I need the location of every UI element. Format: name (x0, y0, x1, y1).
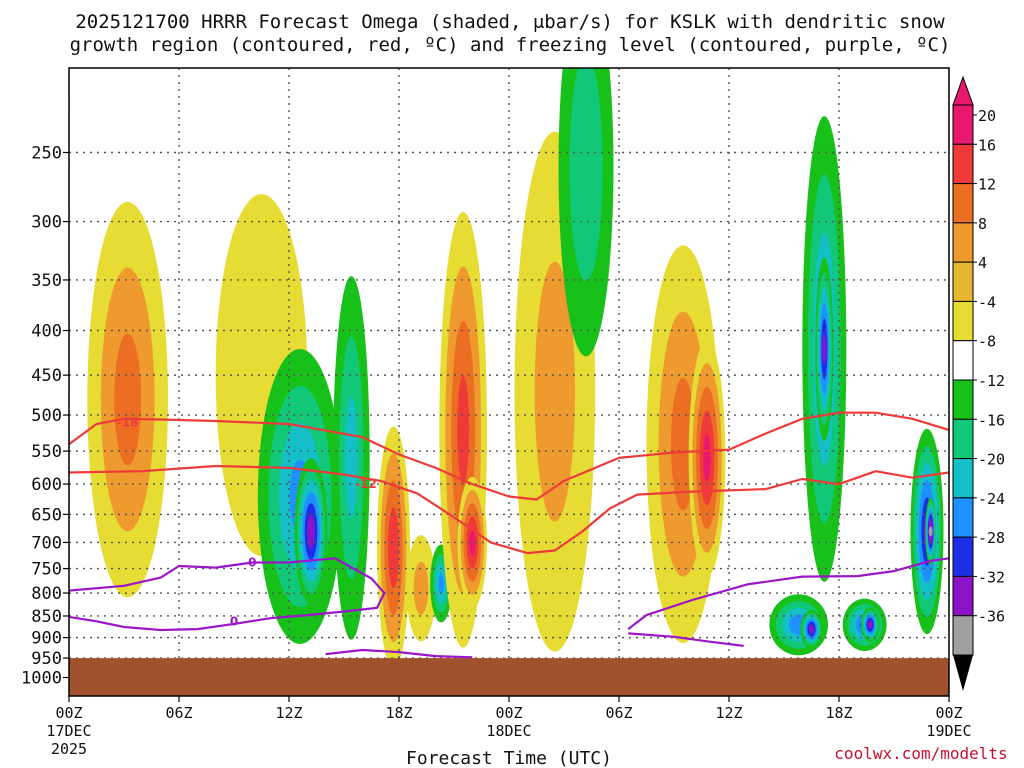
omega-cell (469, 529, 476, 556)
freezing-level-contour (69, 557, 386, 632)
y-tick-label: 850 (31, 607, 62, 627)
omega-cell (822, 333, 827, 365)
colorbar-label: -20 (978, 451, 1005, 469)
y-tick-label: 600 (31, 475, 62, 495)
colorbar-swatch (952, 300, 974, 342)
freezing-level-contour (627, 557, 949, 630)
x-tick-date: 19DEC (926, 722, 971, 740)
y-tick-label: 650 (31, 505, 62, 525)
plot-area: -18 -12 0 0 (69, 68, 949, 696)
x-tick-label: 12Z (275, 704, 302, 722)
y-tick-label: 900 (31, 629, 62, 649)
x-tick-date: 17DEC (46, 722, 91, 740)
y-tick-label: 500 (31, 406, 62, 426)
plot-background (69, 68, 949, 696)
colorbar-label: -28 (978, 529, 1005, 547)
colorbar-swatch (952, 340, 974, 381)
omega-cell (345, 397, 358, 519)
colorbar-swatch (952, 418, 974, 460)
site-credit: coolwx.com/modelts (834, 744, 1007, 763)
omega-cell (413, 561, 429, 615)
dgz-contour (69, 411, 949, 501)
dgz-contour-label: -18 (117, 416, 139, 430)
omega-shading (87, 68, 944, 670)
colorbar-swatch (952, 497, 974, 538)
colorbar-swatch (952, 615, 974, 656)
colorbar-arrow-bottom (953, 655, 973, 691)
colorbar-swatch (952, 222, 974, 263)
ground-below-surface (69, 658, 949, 696)
colorbar-swatch (952, 536, 974, 577)
x-tick-year: 2025 (51, 740, 87, 758)
x-tick-date: 18DEC (486, 722, 531, 740)
omega-cell (867, 620, 873, 630)
omega-cell (703, 434, 711, 482)
omega-cell (438, 573, 444, 594)
colorbar-label: -12 (978, 372, 1005, 390)
dgz-contour (69, 464, 949, 555)
chart-title-line1: 2025121700 HRRR Forecast Omega (shaded, … (75, 11, 945, 33)
colorbar-swatch (952, 261, 974, 302)
y-tick-label: 1000 (21, 669, 62, 689)
colorbar-label: 4 (978, 254, 987, 272)
y-tick-label: 800 (31, 584, 62, 604)
colorbar-label: -4 (978, 293, 996, 311)
colorbar-swatch (952, 575, 974, 617)
colorbar-label: 20 (978, 107, 996, 125)
omega-cell (457, 375, 470, 485)
dgz-contour-label: -12 (355, 477, 377, 491)
omega-cell (928, 526, 933, 537)
x-tick-label: 00Z (935, 704, 962, 722)
colorbar-label: -36 (978, 608, 1005, 626)
colorbar-swatch (952, 143, 974, 185)
x-tick-label: 00Z (55, 704, 82, 722)
colorbar-arrow-top (952, 75, 974, 106)
colorbar-label: 16 (978, 136, 996, 154)
x-tick-label: 12Z (715, 704, 742, 722)
colorbar-swatch (952, 104, 974, 145)
y-tick-label: 300 (31, 213, 62, 233)
y-tick-label: 450 (31, 366, 62, 386)
colorbar-label: -32 (978, 568, 1005, 586)
freezing-level-contour-label: 0 (248, 555, 256, 569)
colorbar-label: -16 (978, 411, 1005, 429)
y-tick-label: 250 (31, 144, 62, 164)
omega-cell (569, 68, 603, 281)
x-tick-label: 06Z (165, 704, 192, 722)
colorbar-label: 12 (978, 176, 996, 194)
omega-cell (388, 507, 399, 589)
colorbar-swatch (952, 379, 974, 420)
x-axis-title: Forecast Time (UTC) (406, 748, 612, 768)
y-tick-label: 550 (31, 442, 62, 462)
x-tick-label: 06Z (605, 704, 632, 722)
y-tick-label: 400 (31, 322, 62, 342)
y-axis-ticks: 2503003504004505005506006507007508008509… (21, 144, 69, 689)
y-tick-label: 350 (31, 271, 62, 291)
x-tick-label: 00Z (495, 704, 522, 722)
colorbar-label: 8 (978, 215, 987, 233)
colorbar-label: -8 (978, 333, 996, 351)
freezing-level-contour (325, 648, 473, 659)
colorbar-label: -24 (978, 490, 1005, 508)
contours: -18 -12 0 0 (69, 411, 949, 659)
x-tick-label: 18Z (385, 704, 412, 722)
colorbar-swatch (952, 183, 974, 224)
y-tick-label: 700 (31, 533, 62, 553)
colorbar-swatch (952, 458, 974, 499)
y-tick-label: 750 (31, 560, 62, 580)
freezing-level-contour (628, 632, 744, 647)
omega-cell (307, 514, 315, 549)
chart-title-line2: growth region (contoured, red, ºC) and f… (70, 34, 951, 56)
freezing-level-contour-label: 0 (230, 614, 238, 628)
omega-cell (808, 624, 815, 634)
y-tick-label: 950 (31, 649, 62, 669)
x-tick-label: 18Z (825, 704, 852, 722)
colorbar: 20 16 12 8 4 -4 -8 -12 -16 -20 -24 -28 -32 -36 (952, 75, 1005, 691)
omega-cell (114, 333, 142, 466)
omega-cell (534, 261, 575, 522)
